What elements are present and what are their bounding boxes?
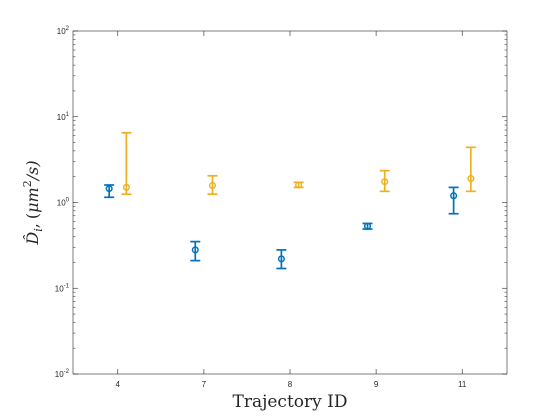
plot-area (73, 31, 507, 374)
data-point (208, 181, 217, 190)
data-point (381, 178, 389, 186)
error-bar (276, 249, 287, 270)
data-point (191, 246, 199, 254)
data-point (363, 222, 372, 230)
error-bar (207, 174, 218, 196)
error-bar (448, 186, 459, 215)
x-tick-label: 7 (202, 380, 207, 389)
y-ticks: 10-2 10-1 100 101 102 (55, 26, 507, 379)
x-tick-label: 11 (458, 380, 467, 389)
data-point (467, 175, 475, 183)
x-tick-label: 9 (374, 380, 379, 389)
y-tick-label: 100 (57, 198, 70, 208)
data-point (105, 185, 113, 193)
data-point (295, 181, 303, 189)
y-tick-label: 102 (57, 26, 70, 36)
data-marks (104, 131, 476, 270)
x-tick-label: 4 (116, 380, 121, 389)
x-axis-title: Trajectory ID (233, 392, 348, 412)
data-point (277, 255, 285, 263)
error-bar (190, 240, 201, 262)
data-point (122, 183, 130, 191)
data-point (450, 192, 458, 200)
y-axis-title: D̂i,(μm2/s) (21, 160, 45, 245)
y-tick-label: 10-1 (55, 283, 70, 293)
minor-ticks (73, 34, 507, 349)
series-1 (104, 184, 459, 270)
y-tick-label: 10-2 (55, 369, 70, 379)
x-tick-label: 8 (288, 380, 293, 389)
error-bar (379, 169, 390, 193)
series-2 (121, 131, 476, 196)
error-bar (465, 146, 476, 193)
x-ticks: 4 7 8 9 11 (116, 31, 467, 389)
y-tick-label: 101 (57, 112, 70, 122)
